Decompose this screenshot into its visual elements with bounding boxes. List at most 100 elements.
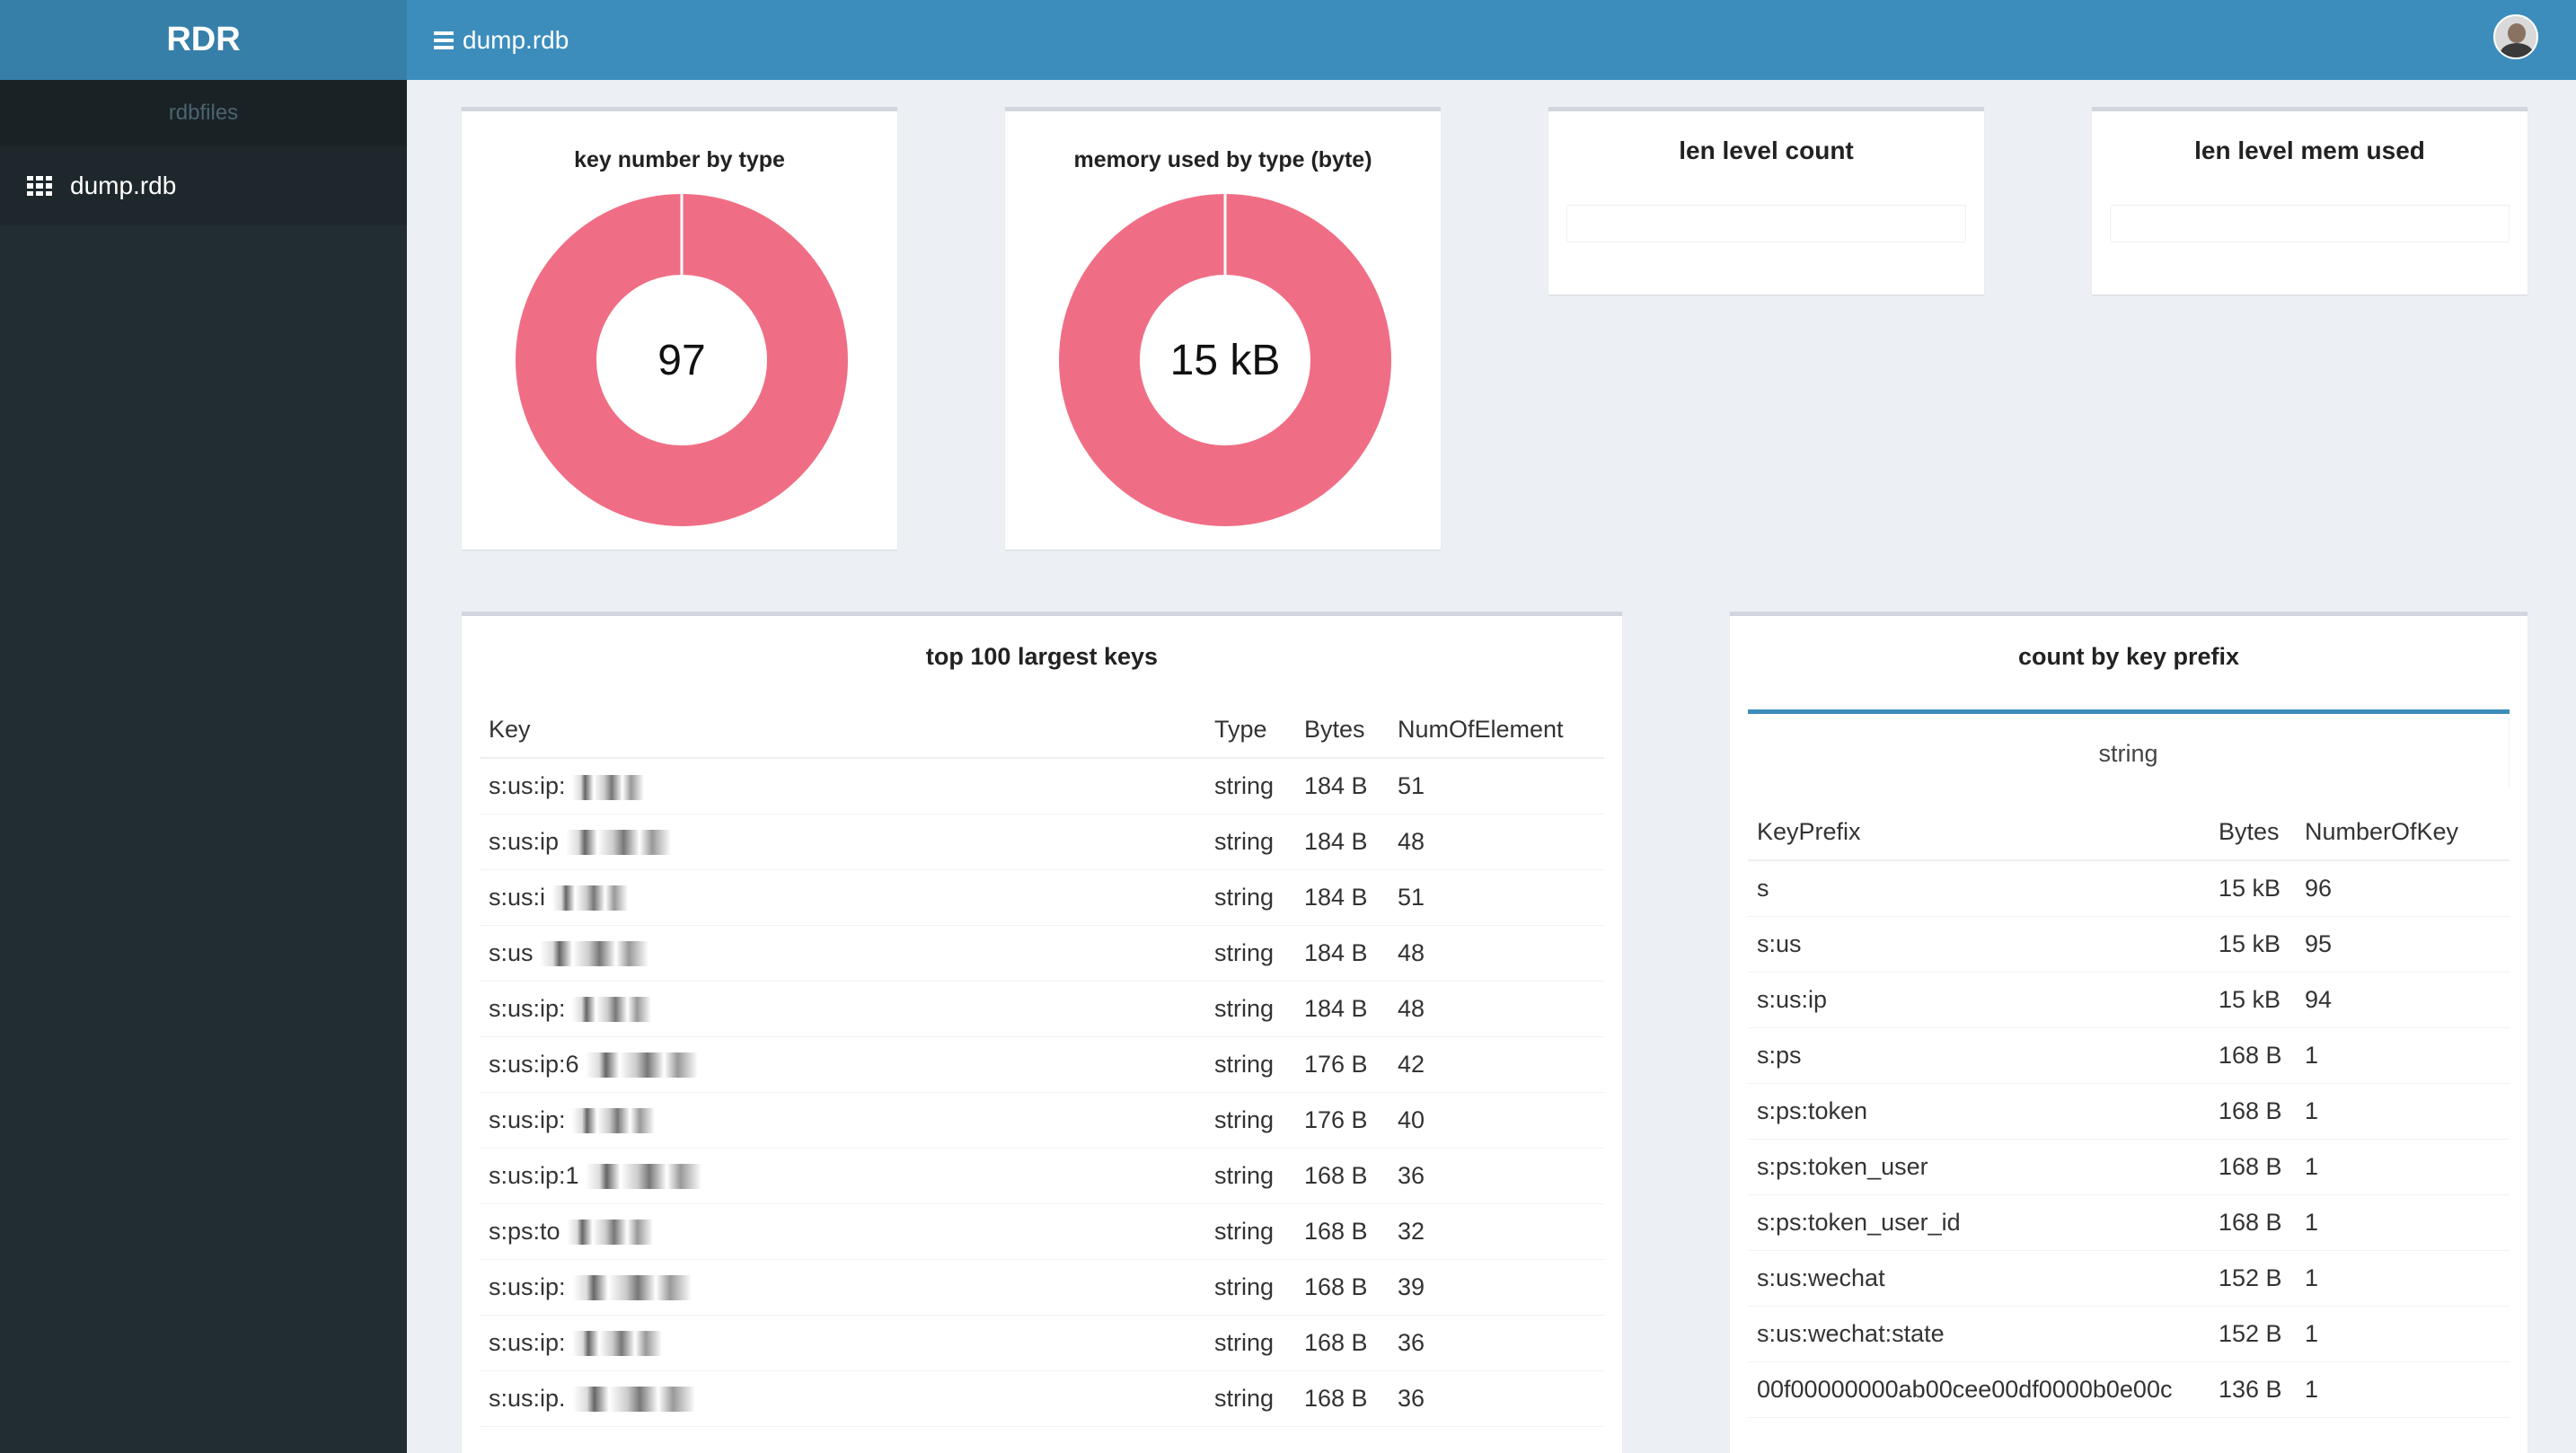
prefix-card: count by key prefix string KeyPrefix Byt… [1730, 612, 2527, 1453]
cell-numofelement: 48 [1389, 925, 1604, 982]
cell-keyprefix: s [1748, 860, 2210, 917]
user-avatar[interactable] [2493, 14, 2538, 59]
table-row[interactable]: s:ps:to string 168 B 32 [480, 1203, 1604, 1260]
sidebar: RDR rdbfiles dump.rdb [0, 0, 407, 1453]
table-row[interactable]: s:us:ip:6 string 176 B 42 [480, 1036, 1604, 1093]
column-header-keyprefix[interactable]: KeyPrefix [1748, 805, 2210, 861]
table-row[interactable]: s:us:ip: string 176 B 40 [480, 1092, 1604, 1149]
cell-numberofkey: 1 [2296, 1139, 2510, 1195]
table-row[interactable]: s:us 15 kB 95 [1748, 916, 2510, 973]
table-row[interactable]: s:us:ip: string 168 B 36 [480, 1315, 1604, 1371]
column-header-key[interactable]: Key [480, 702, 1205, 759]
cell-numberofkey: 96 [2296, 860, 2510, 917]
cell-bytes: 184 B [1295, 814, 1389, 870]
column-header-numofelement[interactable]: NumOfElement [1389, 702, 1604, 759]
top-navbar: dump.rdb [407, 0, 2576, 80]
cell-bytes: 168 B [2210, 1194, 2296, 1251]
table-row[interactable]: s:us:ip: string 168 B 39 [480, 1259, 1604, 1316]
cell-numofelement: 51 [1389, 758, 1604, 815]
cell-bytes: 15 kB [2210, 972, 2296, 1028]
column-header-numberofkey[interactable]: NumberOfKey [2296, 805, 2510, 861]
app-logo[interactable]: RDR [0, 0, 407, 80]
cell-bytes: 168 B [1295, 1370, 1389, 1427]
table-row[interactable]: s:us string 184 B 48 [480, 925, 1604, 982]
memory-used-card: memory used by type (byte) 15 kB [1005, 107, 1441, 550]
sidebar-item-dump-rdb[interactable]: dump.rdb [0, 146, 407, 225]
cell-key: s:us:ip: [480, 981, 1205, 1037]
redacted-key [551, 885, 628, 911]
tab-string[interactable]: string [1748, 718, 2510, 788]
cell-keyprefix: s:us:wechat [1748, 1250, 2210, 1307]
memory-used-donut[interactable]: 15 kB [1059, 194, 1391, 526]
table-row[interactable]: s:us:ip 15 kB 94 [1748, 972, 2510, 1028]
cell-numberofkey: 1 [2296, 1194, 2510, 1251]
redacted-key [586, 1052, 699, 1079]
table-row[interactable]: s:us:ip string 184 B 48 [480, 814, 1604, 870]
column-header-bytes[interactable]: Bytes [1295, 702, 1389, 759]
cell-keyprefix: s:us [1748, 916, 2210, 973]
len-level-count-title: len level count [1679, 136, 1854, 164]
key-number-donut[interactable]: 97 [516, 194, 848, 526]
cell-numofelement: 48 [1389, 814, 1604, 870]
table-header-row: KeyPrefix Bytes NumberOfKey [1748, 805, 2510, 861]
table-row[interactable]: s:us:ip: string 184 B 48 [480, 981, 1604, 1037]
cell-type: string [1205, 758, 1295, 815]
cell-numofelement: 48 [1389, 981, 1604, 1037]
navbar-title: dump.rdb [463, 25, 569, 54]
redacted-key [567, 1220, 654, 1246]
prefix-title: count by key prefix [2017, 643, 2240, 670]
donut-center-value: 15 kB [1169, 336, 1281, 384]
cell-keyprefix: s:us:ip [1748, 972, 2210, 1028]
cell-numofelement: 36 [1389, 1148, 1604, 1204]
table-row[interactable]: s:us:i string 184 B 51 [480, 869, 1604, 926]
table-header-row: Key Type Bytes NumOfElement [480, 702, 1604, 759]
cell-type: string [1205, 981, 1295, 1037]
redacted-key [572, 997, 652, 1023]
cell-key: s:us:ip: [480, 1259, 1205, 1316]
cell-numberofkey: 95 [2296, 916, 2510, 973]
cell-bytes: 168 B [2210, 1139, 2296, 1195]
table-row[interactable]: s:us:ip. string 168 B 36 [480, 1370, 1604, 1427]
cell-numberofkey: 1 [2296, 1083, 2510, 1140]
cell-bytes: 152 B [2210, 1306, 2296, 1362]
cell-bytes: 136 B [2210, 1361, 2296, 1418]
cell-bytes: 184 B [1295, 925, 1389, 982]
table-row[interactable]: s:us:ip: string 184 B 51 [480, 758, 1604, 815]
cell-key: s:us:ip:1 [480, 1148, 1205, 1204]
cell-keyprefix: s:us:wechat:state [1748, 1306, 2210, 1362]
cell-bytes: 15 kB [2210, 860, 2296, 917]
sidebar-header: rdbfiles [0, 80, 407, 146]
sidebar-toggle[interactable]: dump.rdb [407, 26, 569, 55]
tab-indicator [1748, 709, 2510, 714]
cell-bytes: 184 B [1295, 758, 1389, 815]
cell-key: s:us:ip [480, 814, 1205, 870]
redacted-key [540, 941, 649, 967]
cell-bytes: 15 kB [2210, 916, 2296, 973]
table-row[interactable]: s:us:ip:1 string 168 B 36 [480, 1148, 1604, 1204]
table-row[interactable]: s 15 kB 96 [1748, 860, 2510, 917]
cell-type: string [1205, 1259, 1295, 1316]
cell-key: s:us [480, 925, 1205, 982]
memory-used-title: memory used by type (byte) [1073, 147, 1372, 172]
redacted-key [565, 830, 671, 856]
column-header-bytes[interactable]: Bytes [2210, 805, 2296, 861]
cell-bytes: 184 B [1295, 869, 1389, 926]
len-level-count-chart [1566, 205, 1966, 242]
cell-bytes: 168 B [1295, 1148, 1389, 1204]
cell-bytes: 184 B [1295, 981, 1389, 1037]
cell-key: s:us:ip: [480, 758, 1205, 815]
grid-icon [27, 176, 52, 196]
cell-key: s:us:ip: [480, 1092, 1205, 1149]
largest-keys-title: top 100 largest keys [925, 643, 1159, 670]
cell-keyprefix: s:ps [1748, 1027, 2210, 1084]
cell-numberofkey: 94 [2296, 972, 2510, 1028]
column-header-type[interactable]: Type [1205, 702, 1295, 759]
redacted-key [572, 1108, 656, 1134]
